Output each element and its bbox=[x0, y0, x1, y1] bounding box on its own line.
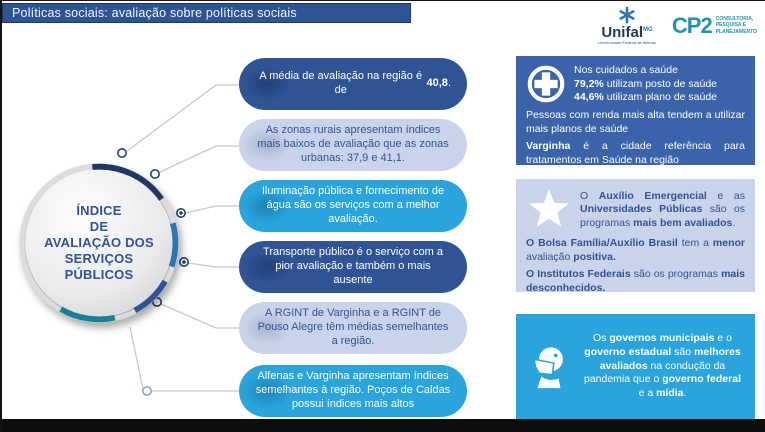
hub-circle: ÍNDICE DE AVALIAÇÃO DOS SERVIÇOS PÚBLICO… bbox=[16, 160, 182, 326]
logo-area: UnifalMG Universidade Federal de Alfenas… bbox=[598, 6, 757, 45]
page-title: Políticas sociais: avaliação sobre polít… bbox=[2, 3, 411, 23]
panel-health: Nos cuidados a saúde 79,2% utilizam post… bbox=[516, 56, 755, 166]
bubble-rural-urban: As zonas rurais apresentam índices mais … bbox=[239, 119, 467, 171]
pandemic-text: Os governos municipais e o governo estad… bbox=[583, 332, 741, 399]
bubble-best-services: Iluminação pública e fornecimento de águ… bbox=[239, 180, 467, 232]
health-cross-icon bbox=[527, 66, 565, 103]
unifal-wordmark: UnifalMG bbox=[601, 24, 653, 41]
unifal-mg-label: MG bbox=[642, 27, 653, 33]
face-mask-icon bbox=[533, 346, 563, 388]
bubble-average-rating: A média de avaliação na região é de 40,8… bbox=[239, 58, 467, 110]
cp2-logo: CP2 CONSULTORIA, PESQUISA E PLANEJAMENTO bbox=[672, 13, 757, 39]
slide-bottom-edge bbox=[2, 419, 765, 432]
health-intro-line: Nos cuidados a saúde bbox=[574, 64, 678, 76]
bubble-rgint-comparison: A RGINT de Varginha e a RGINT de Pouso A… bbox=[239, 302, 467, 354]
unifal-logo: UnifalMG Universidade Federal de Alfenas bbox=[598, 6, 656, 45]
panel-programs: O Auxílio Emergencial e as Universidades… bbox=[516, 179, 755, 294]
panel-pandemic: Os governos municipais e o governo estad… bbox=[516, 314, 755, 419]
programs-paragraph: O Institutos Federais são os programas m… bbox=[526, 268, 745, 294]
bubble-worst-service: Transporte público é o serviço com a pio… bbox=[239, 241, 467, 293]
health-intro-line: 44,6% utilizam plano de saúde bbox=[574, 91, 718, 104]
health-paragraph: Varginha é a cidade referência para trat… bbox=[526, 140, 745, 166]
health-paragraph: Pessoas com renda mais alta tendem a uti… bbox=[526, 108, 745, 135]
unifal-subtitle: Universidade Federal de Alfenas bbox=[598, 40, 656, 45]
programs-intro: O Auxílio Emergencial e as Universidades… bbox=[580, 189, 745, 229]
hub-title: ÍNDICE DE AVALIAÇÃO DOS SERVIÇOS PÚBLICO… bbox=[44, 203, 154, 282]
unifal-star-icon bbox=[619, 6, 635, 24]
hub-ring bbox=[19, 163, 179, 323]
cp2-subtitle: CONSULTORIA, PESQUISA E PLANEJAMENTO bbox=[715, 16, 757, 35]
programs-paragraph: O Bolsa Família/Auxílio Brasil tem a men… bbox=[526, 237, 745, 263]
health-intro-line: 79,2% utilizam posto de saúde bbox=[574, 77, 718, 90]
star-icon bbox=[528, 188, 570, 228]
cp2-wordmark: CP2 bbox=[671, 12, 713, 38]
bubble-city-comparison: Alfenas e Varginha apresentam índices se… bbox=[239, 365, 467, 417]
